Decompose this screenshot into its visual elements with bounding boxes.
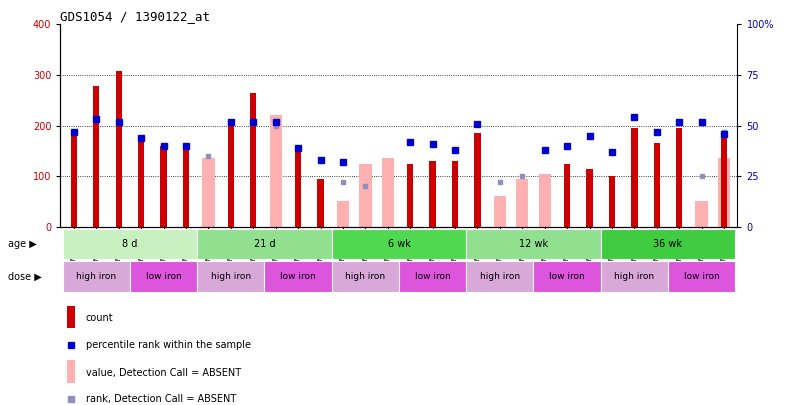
- Bar: [130, 261, 197, 292]
- Bar: [600, 229, 735, 259]
- Bar: [359, 164, 372, 227]
- Bar: [197, 229, 332, 259]
- Text: low iron: low iron: [280, 272, 316, 281]
- Bar: [718, 158, 730, 227]
- Text: 6 wk: 6 wk: [388, 239, 410, 249]
- Bar: [202, 158, 214, 227]
- Text: low iron: low iron: [683, 272, 720, 281]
- Text: rank, Detection Call = ABSENT: rank, Detection Call = ABSENT: [85, 394, 235, 404]
- Bar: [474, 133, 480, 227]
- Bar: [138, 138, 144, 227]
- Text: 36 wk: 36 wk: [654, 239, 683, 249]
- Bar: [494, 196, 506, 227]
- Bar: [538, 174, 550, 227]
- Text: low iron: low iron: [146, 272, 181, 281]
- Bar: [587, 168, 592, 227]
- Text: count: count: [85, 313, 113, 323]
- Text: high iron: high iron: [345, 272, 385, 281]
- Text: dose ▶: dose ▶: [8, 271, 42, 281]
- Bar: [63, 229, 197, 259]
- Bar: [452, 161, 458, 227]
- Bar: [295, 148, 301, 227]
- Bar: [407, 164, 413, 227]
- Text: age ▶: age ▶: [8, 239, 37, 249]
- Bar: [332, 229, 466, 259]
- Bar: [564, 164, 571, 227]
- Bar: [71, 130, 77, 227]
- Bar: [668, 261, 735, 292]
- Text: value, Detection Call = ABSENT: value, Detection Call = ABSENT: [85, 368, 241, 377]
- Text: high iron: high iron: [77, 272, 116, 281]
- Bar: [63, 261, 130, 292]
- Bar: [160, 146, 167, 227]
- Bar: [337, 202, 349, 227]
- Text: 12 wk: 12 wk: [519, 239, 548, 249]
- Text: 8 d: 8 d: [123, 239, 138, 249]
- Bar: [183, 146, 189, 227]
- Bar: [67, 360, 75, 383]
- Bar: [227, 121, 234, 227]
- Text: high iron: high iron: [480, 272, 520, 281]
- Bar: [318, 179, 324, 227]
- Bar: [332, 261, 399, 292]
- Text: percentile rank within the sample: percentile rank within the sample: [85, 340, 251, 350]
- Bar: [67, 306, 75, 328]
- Bar: [250, 93, 256, 227]
- Bar: [430, 161, 436, 227]
- Text: GDS1054 / 1390122_at: GDS1054 / 1390122_at: [60, 10, 210, 23]
- Bar: [696, 202, 708, 227]
- Bar: [269, 115, 282, 227]
- Bar: [93, 86, 99, 227]
- Text: 21 d: 21 d: [254, 239, 276, 249]
- Bar: [115, 71, 122, 227]
- Bar: [516, 179, 529, 227]
- Bar: [466, 229, 600, 259]
- Bar: [609, 176, 615, 227]
- Bar: [197, 261, 264, 292]
- Bar: [466, 261, 534, 292]
- Text: low iron: low iron: [549, 272, 585, 281]
- Text: high iron: high iron: [614, 272, 654, 281]
- Text: low iron: low iron: [415, 272, 451, 281]
- Bar: [381, 158, 394, 227]
- Bar: [631, 128, 638, 227]
- Bar: [654, 143, 660, 227]
- Bar: [721, 133, 727, 227]
- Bar: [600, 261, 668, 292]
- Bar: [676, 128, 683, 227]
- Bar: [264, 261, 332, 292]
- Bar: [399, 261, 466, 292]
- Bar: [534, 261, 600, 292]
- Text: high iron: high iron: [210, 272, 251, 281]
